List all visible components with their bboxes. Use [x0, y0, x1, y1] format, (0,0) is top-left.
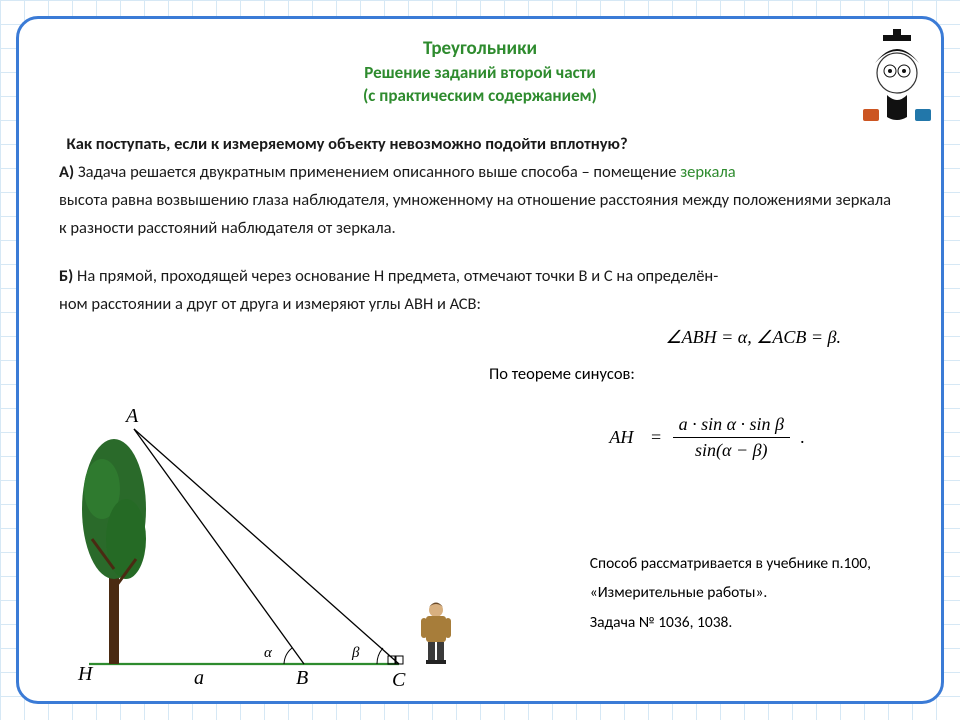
note-line-1: Способ рассматривается в учебнике п.100,	[590, 549, 871, 578]
seg-a: a	[194, 667, 204, 690]
part-b-text2: ном расстоянии a друг от друга и измеряю…	[59, 294, 481, 314]
part-a-lead: Задача решается двукратным применением о…	[74, 162, 680, 182]
mirror-word: зеркала	[680, 162, 736, 182]
part-a-cont: высота равна возвышению глаза наблюдател…	[59, 190, 891, 238]
ah-num: a · sin α · sin β	[673, 414, 790, 438]
subtitle-1: Решение заданий второй части	[59, 62, 901, 83]
part-b: Б) На прямой, проходящей через основание…	[59, 262, 901, 318]
question-text: Как поступать, если к измеряемому объект…	[66, 134, 627, 154]
angles-formula: ∠ABH = α, ∠ACB = β.	[666, 327, 841, 348]
ang-alpha: α	[264, 645, 272, 662]
title: Треугольники	[59, 37, 901, 60]
part-b-text: На прямой, проходящей через основание Н …	[73, 266, 718, 286]
pt-A: A	[126, 405, 138, 428]
part-b-label: Б)	[59, 266, 73, 286]
question: Как поступать, если к измеряемому объект…	[59, 134, 901, 154]
ah-den: sin(α − β)	[673, 438, 790, 461]
pt-C: C	[392, 669, 405, 692]
part-a: А) Задача решается двукратным применение…	[59, 158, 901, 242]
diagram: A H B C a α β	[74, 409, 504, 699]
sines-label: По теореме синусов:	[489, 364, 635, 384]
textbook-note: Способ рассматривается в учебнике п.100,…	[590, 549, 871, 637]
ah-lhs: AH	[609, 427, 633, 448]
mascot-icon	[857, 25, 937, 125]
content-frame: Треугольники Решение заданий второй част…	[16, 16, 944, 704]
ah-formula: AH = a · sin α · sin β sin(α − β) .	[603, 414, 811, 461]
pt-B: B	[296, 667, 308, 690]
ang-beta: β	[352, 645, 359, 662]
part-a-label: А)	[59, 162, 74, 182]
note-line-3: Задача № 1036, 1038.	[590, 608, 871, 637]
pt-H: H	[78, 663, 92, 686]
subtitle-2: (с практическим содержанием)	[59, 85, 901, 106]
note-line-2: «Измерительные работы».	[590, 578, 871, 607]
